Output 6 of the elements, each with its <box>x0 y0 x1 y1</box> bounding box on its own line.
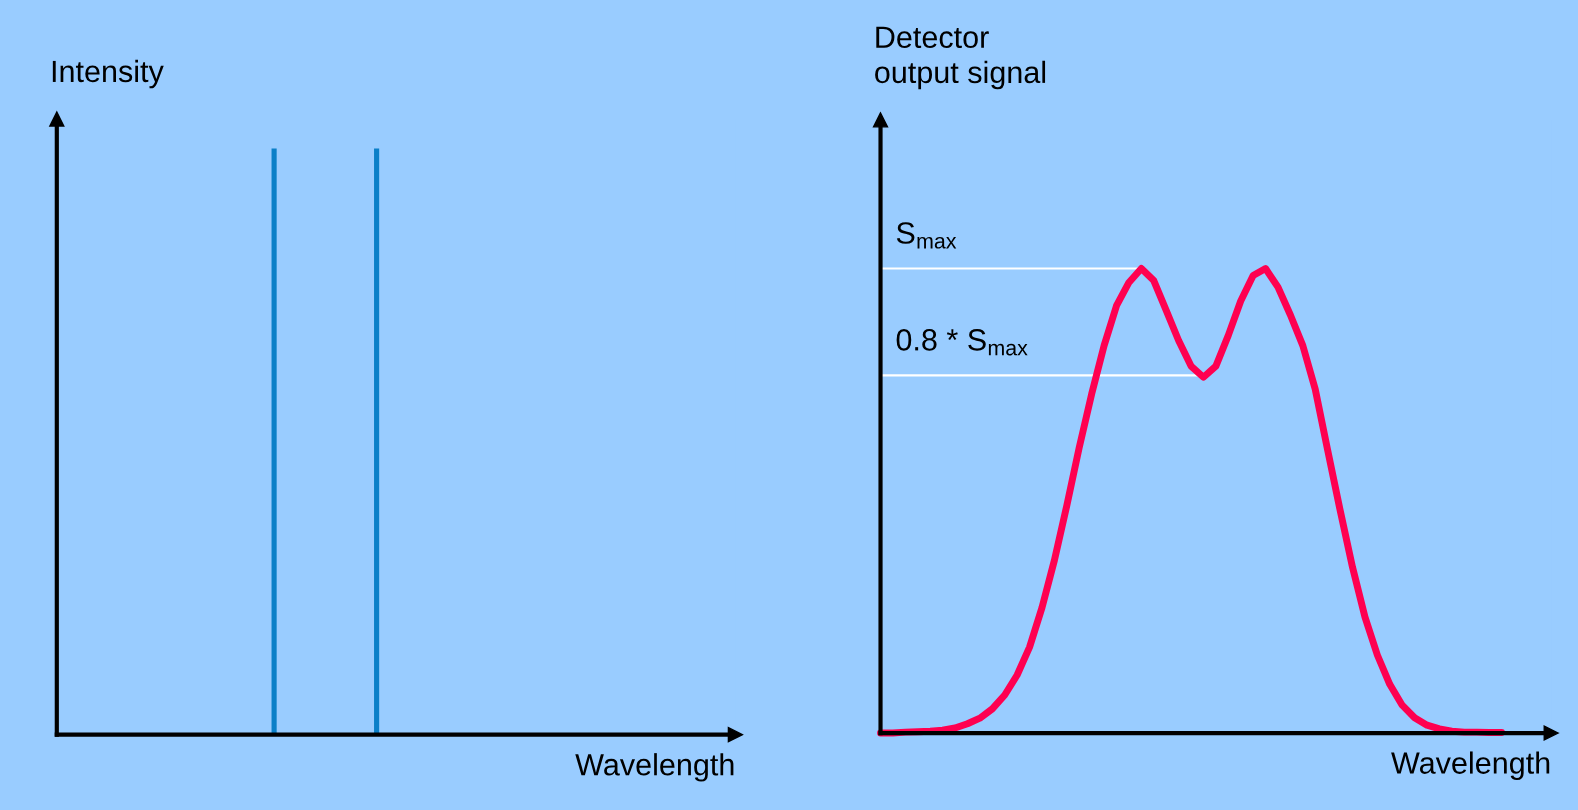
y-axis-title: Intensity <box>52 59 164 89</box>
y-axis-title: Detector output signal <box>875 26 1046 90</box>
x-axis-title: Wavelength <box>575 753 734 782</box>
x-axis-title: Wavelength <box>1391 751 1550 780</box>
ref-line-label: 0.8 * S$_{max}$ <box>896 329 1028 356</box>
ref-line-label: S$_{max}$ <box>896 222 957 249</box>
